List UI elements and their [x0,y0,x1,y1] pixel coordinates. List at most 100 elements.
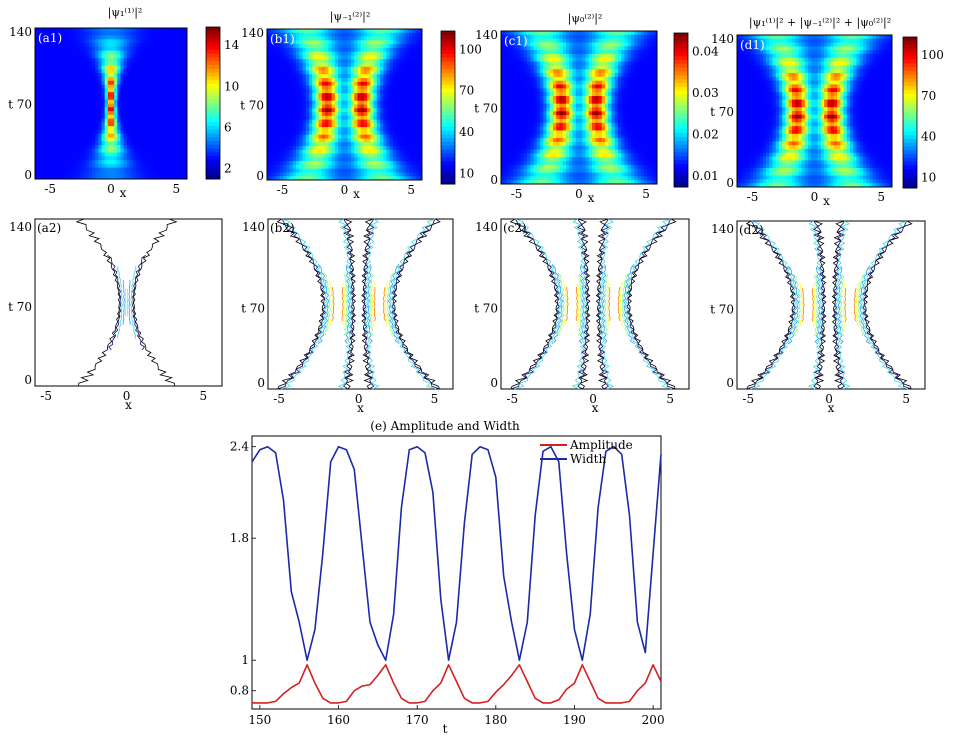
xtick-label: 0 [811,190,819,204]
contour-line [551,264,564,345]
xaxis-label: x [120,186,127,200]
colorbar: 0.04 0.03 0.02 0.01 [673,32,719,188]
panel-frame [34,218,223,387]
colorbar-tick-label: 0.03 [692,86,719,100]
line-chart-e: (e) Amplitude and Width 150 160 170 180 190 20… [230,419,665,736]
ytick-label: t 70 [240,99,264,113]
colorbar-tick-label: 0.01 [692,169,719,183]
ytick-label: t 70 [241,301,265,315]
contour-line [833,220,846,390]
contour-line [281,218,328,390]
xtick-label: 5 [666,392,674,406]
contour-line [116,266,123,339]
contour-line [337,218,353,390]
panel-frame [34,27,188,180]
panel-title: |ψ₁⁽¹⁾|² + |ψ₋₁⁽²⁾|² + |ψ₀⁽²⁾|² [749,16,891,30]
xaxis-label: x [823,194,830,208]
ytick-label: 140 [475,220,498,234]
contour-line [369,272,374,336]
contour-line [366,264,373,344]
contour-line [373,287,376,322]
contour-line [812,282,816,328]
colorbar-tick-label: 40 [921,130,936,144]
xtick-label: 200 [642,713,665,727]
xtick-label: 0 [355,392,363,406]
ytick-label: 0 [256,169,264,183]
ytick-label: 0 [24,373,32,387]
xtick-label: 180 [484,713,507,727]
contour-line [514,218,562,390]
xaxis-label: x [828,401,835,415]
chart-frame [251,435,662,710]
contour-panel-b2: (b2) 140 t 70 0 -5 0 5 x [241,218,454,415]
series-line-amplitude [252,663,662,704]
contour-line [387,264,400,345]
contour-line [277,218,327,390]
contour-line [597,218,610,390]
contour-line [342,218,355,390]
contour-line [577,272,583,336]
ytick-label: t 70 [8,98,32,112]
xtick-label: 5 [902,392,910,406]
contour-line [862,220,912,390]
ytick-label: 0 [24,168,32,182]
contour-line [834,220,851,390]
xtick-label: -5 [506,392,518,406]
contour-line [578,264,585,344]
panel-title: |ψ₀⁽²⁾|² [568,12,603,26]
panel-label: (d2) [739,223,764,237]
contour-line [807,220,824,390]
contour-line [622,264,635,345]
density-panel-d1: (d1) |ψ₁⁽¹⁾|² + |ψ₋₁⁽²⁾|² + |ψ₀⁽²⁾|² 140 t … [710,16,944,208]
contour-line [812,220,825,390]
contour-line [317,264,330,345]
panel-label: (c1) [504,34,528,48]
ytick-label: 140 [711,32,734,46]
ytick-label: 1.8 [230,531,249,545]
xtick-label: -5 [277,183,289,197]
ytick-label: 140 [475,28,498,42]
contour-line [746,220,797,390]
contour-line [798,282,804,328]
ytick-label: 0.8 [230,684,249,698]
contour-line [328,281,334,327]
contour-panel-d2: (d2) 140 t 70 0 -5 0 5 x [710,220,926,415]
colorbar: 100 70 40 10 [440,30,482,185]
colorbar-tick-label: 70 [921,89,936,103]
panel-frame [500,30,658,185]
xtick-label: 0 [123,389,131,403]
ytick-label: 140 [241,26,264,40]
panel-label: (a2) [37,221,61,235]
colorbar-tick-label: 2 [224,161,232,175]
xtick-label: 5 [642,187,650,201]
contour-line [344,264,351,344]
contour-line [391,218,441,390]
contour-line [128,280,131,325]
contour-line [603,272,609,336]
xtick-label: 160 [327,713,350,727]
ytick-label: 1 [241,653,249,667]
contour-line [571,218,588,390]
contour-line [343,272,349,336]
panel-frame [266,28,423,181]
contour-line [557,272,565,336]
contour-line [371,281,375,327]
colorbar-tick-label: 10 [459,166,474,180]
contour-line [510,218,561,390]
colorbar: 14 10 6 2 [205,26,240,180]
contour-line [626,218,676,390]
contour-line [837,265,844,345]
ytick-label: t 70 [710,105,734,119]
ytick-label: t 70 [474,102,498,116]
ytick-label: 0 [257,376,265,390]
ytick-label: 140 [711,222,734,236]
panel-label: (a1) [38,31,62,45]
contour-line [382,286,386,322]
density-panel-a1: (a1) |ψ₁⁽¹⁾|² 140 t 70 0 -5 0 5 x 14 10 6 2 [8,6,240,200]
xtick-label: -5 [273,392,285,406]
contour-panel-c2: (c2) 140 t 70 0 -5 0 5 x [474,218,690,415]
xtick-label: 170 [406,713,429,727]
colorbar-tick-label: 0.04 [692,44,719,58]
contour-line [562,281,568,327]
